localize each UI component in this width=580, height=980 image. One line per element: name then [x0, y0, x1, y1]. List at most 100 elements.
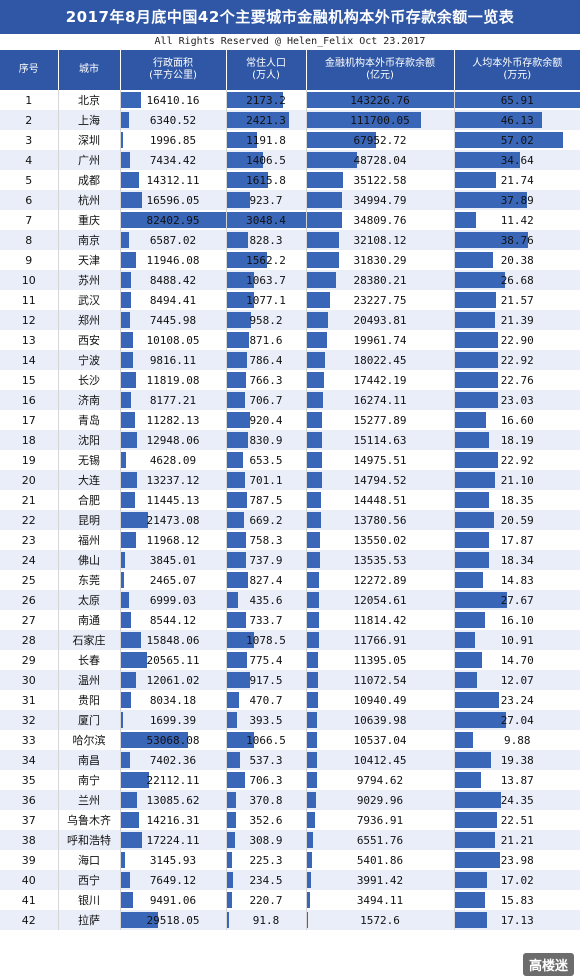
data-bar-area	[120, 632, 141, 648]
cell-deposits: 14448.51	[306, 490, 455, 510]
cell-value: 18.19	[500, 433, 534, 447]
cell-per-capita: 21.57	[454, 290, 580, 310]
cell-value: 9491.06	[149, 893, 197, 907]
data-bar-population	[226, 792, 237, 808]
cell-index: 28	[0, 630, 59, 650]
cell-value: 7936.91	[356, 813, 404, 827]
cell-value: 7445.98	[149, 313, 197, 327]
data-bar-deposits	[306, 752, 318, 768]
cell-value: 1562.2	[246, 253, 286, 267]
cell-deposits: 3991.42	[306, 870, 455, 890]
cell-value: 46.13	[500, 113, 534, 127]
cell-value: 827.4	[249, 573, 283, 587]
data-bar-deposits	[306, 812, 315, 828]
cell-deposits: 14975.51	[306, 450, 455, 470]
data-bar-per-capita	[454, 692, 499, 708]
data-bar-population	[226, 572, 248, 588]
cell-population: 393.5	[226, 710, 307, 730]
cell-value: 6551.76	[356, 833, 404, 847]
cell-deposits: 19961.74	[306, 330, 455, 350]
cell-index: 9	[0, 250, 59, 270]
data-bar-per-capita	[454, 312, 496, 328]
cell-area: 8177.21	[120, 390, 227, 410]
cell-index: 23	[0, 530, 59, 550]
cell-value: 34994.79	[353, 193, 407, 207]
cell-value: 13085.62	[146, 793, 200, 807]
data-bar-area	[120, 872, 131, 888]
cell-deposits: 13535.53	[306, 550, 455, 570]
cell-per-capita: 17.13	[454, 910, 580, 930]
cell-value: 1063.7	[246, 273, 286, 287]
cell-value: 1191.8	[246, 133, 286, 147]
data-bar-per-capita	[454, 412, 487, 428]
cell-value: 7402.36	[149, 753, 197, 767]
cell-value: 706.7	[249, 393, 283, 407]
cell-value: 22.76	[500, 373, 534, 387]
cell-value: 2173.2	[246, 93, 286, 107]
cell-city: 深圳	[58, 130, 121, 150]
cell-value: 830.9	[249, 433, 283, 447]
cell-per-capita: 22.90	[454, 330, 580, 350]
cell-index: 16	[0, 390, 59, 410]
cell-index: 39	[0, 850, 59, 870]
cell-per-capita: 15.83	[454, 890, 580, 910]
cell-deposits: 10940.49	[306, 690, 455, 710]
cell-area: 11445.13	[120, 490, 227, 510]
cell-value: 923.7	[249, 193, 283, 207]
cell-per-capita: 19.38	[454, 750, 580, 770]
cell-value: 21.21	[500, 833, 534, 847]
cell-area: 11282.13	[120, 410, 227, 430]
data-bar-deposits	[306, 252, 340, 268]
credit-line: All Rights Reserved @ Helen_Felix Oct 23…	[154, 36, 426, 47]
table-row: 21 合肥 11445.13 787.5 14448.51 18.35	[0, 490, 580, 510]
cell-population: 220.7	[226, 890, 307, 910]
cell-population: 1077.1	[226, 290, 307, 310]
cell-per-capita: 27.67	[454, 590, 580, 610]
cell-per-capita: 21.39	[454, 310, 580, 330]
data-bar-population	[226, 832, 235, 848]
cell-value: 23.24	[500, 693, 534, 707]
data-bar-per-capita	[454, 472, 495, 488]
cell-index: 31	[0, 690, 59, 710]
cell-index: 15	[0, 370, 59, 390]
data-bar-population	[226, 732, 255, 748]
data-bar-population	[226, 672, 251, 688]
data-bar-deposits	[306, 792, 316, 808]
data-bar-area	[120, 572, 124, 588]
table-row: 12 郑州 7445.98 958.2 20493.81 21.39	[0, 310, 580, 330]
data-bar-population	[226, 812, 236, 828]
data-bar-area	[120, 812, 139, 828]
cell-value: 1066.5	[246, 733, 286, 747]
cell-deposits: 9794.62	[306, 770, 455, 790]
cell-value: 13237.12	[146, 473, 200, 487]
cell-value: 38.76	[500, 233, 534, 247]
data-bar-area	[120, 112, 129, 128]
cell-value: 17442.19	[353, 373, 407, 387]
data-bar-deposits	[306, 572, 320, 588]
header-deposits: 金融机构本外币存款余额 (亿元)	[306, 50, 455, 90]
cell-value: 1406.5	[246, 153, 286, 167]
data-bar-per-capita	[454, 612, 486, 628]
cell-index: 22	[0, 510, 59, 530]
cell-value: 775.4	[249, 653, 283, 667]
table-row: 27 南通 8544.12 733.7 11814.42 16.10	[0, 610, 580, 630]
data-bar-deposits	[306, 532, 321, 548]
cell-value: 14.83	[500, 573, 534, 587]
cell-population: 917.5	[226, 670, 307, 690]
cell-value: 6999.03	[149, 593, 197, 607]
cell-area: 82402.95	[120, 210, 227, 230]
cell-index: 32	[0, 710, 59, 730]
cell-per-capita: 14.70	[454, 650, 580, 670]
cell-index: 38	[0, 830, 59, 850]
table-row: 14 宁波 9816.11 786.4 18022.45 22.92	[0, 350, 580, 370]
table-row: 32 厦门 1699.39 393.5 10639.98 27.04	[0, 710, 580, 730]
cell-value: 23.98	[500, 853, 534, 867]
data-bar-per-capita	[454, 152, 521, 168]
cell-value: 5401.86	[356, 853, 404, 867]
cell-value: 16274.11	[353, 393, 407, 407]
cell-deposits: 35122.58	[306, 170, 455, 190]
cell-city: 太原	[58, 590, 121, 610]
cell-index: 12	[0, 310, 59, 330]
cell-value: 17.13	[500, 913, 534, 927]
cell-index: 41	[0, 890, 59, 910]
